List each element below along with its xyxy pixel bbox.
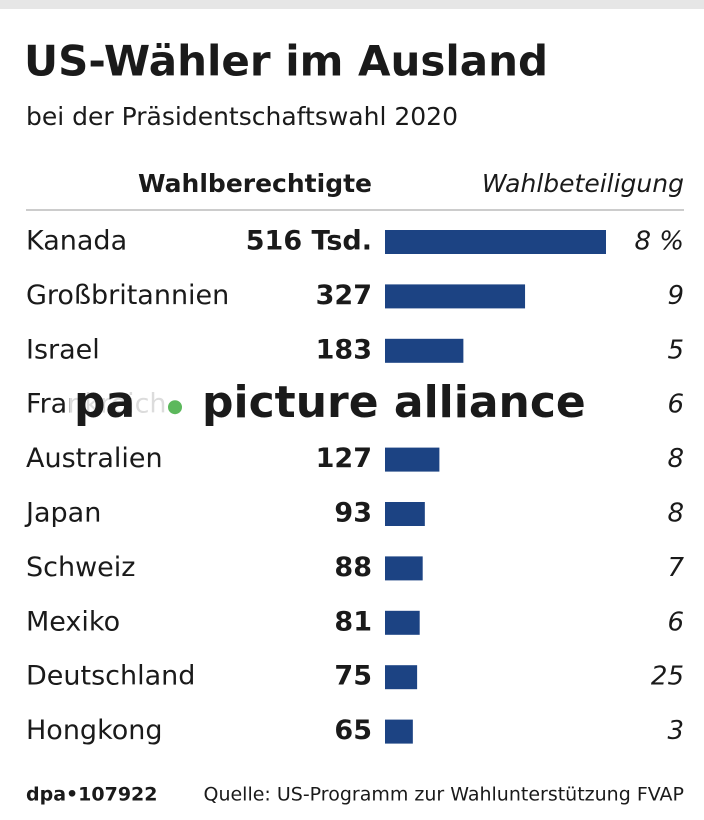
- value-label: 75: [334, 661, 372, 692]
- turnout-label: 6: [667, 390, 684, 420]
- watermark-bg: [70, 381, 630, 432]
- category-label: Mexiko: [26, 606, 120, 637]
- bar: [385, 338, 464, 363]
- turnout-header: Wahlbeteiligung: [482, 169, 684, 198]
- bar: [385, 447, 440, 472]
- bar: [385, 665, 418, 690]
- bar: [385, 230, 606, 254]
- bar: [385, 284, 526, 309]
- top-strip: [0, 0, 704, 9]
- turnout-label: 8 %: [634, 227, 684, 257]
- category-label: Hongkong: [26, 715, 163, 746]
- bar: [385, 502, 425, 526]
- turnout-label: 7: [667, 553, 684, 583]
- value-label: 327: [316, 280, 372, 311]
- chart-subtitle: bei der Präsidentschaftswahl 2020: [26, 102, 458, 131]
- watermark: picture alliance: [202, 377, 586, 428]
- watermark-dot: [168, 400, 182, 415]
- bar: [385, 556, 423, 581]
- value-label: 516 Tsd.: [246, 226, 372, 257]
- category-label: Großbritannien: [26, 280, 229, 311]
- value-label: 65: [334, 715, 372, 746]
- source: Quelle: US-Programm zur Wahlunterstützun…: [203, 784, 684, 806]
- category-label: Kanada: [26, 226, 127, 257]
- category-label: Australien: [26, 443, 163, 474]
- bar: [385, 719, 413, 744]
- turnout-label: 8: [667, 499, 684, 529]
- value-label: 93: [334, 498, 372, 529]
- value-label: 88: [334, 552, 372, 583]
- source-id: dpa•107922: [26, 784, 158, 806]
- turnout-label: 25: [651, 662, 684, 692]
- value-header: Wahlberechtigte: [138, 169, 372, 198]
- category-label: Schweiz: [26, 552, 135, 583]
- turnout-label: 9: [667, 281, 684, 311]
- value-label: 183: [316, 334, 372, 365]
- watermark: pa: [74, 377, 135, 428]
- bar: [385, 610, 420, 635]
- turnout-label: 3: [667, 716, 684, 746]
- category-label: Deutschland: [26, 661, 195, 692]
- category-label: Japan: [24, 498, 101, 529]
- turnout-label: 8: [667, 444, 684, 474]
- turnout-label: 5: [667, 335, 684, 365]
- value-label: 127: [316, 443, 372, 474]
- value-label: 81: [334, 606, 372, 637]
- turnout-label: 6: [667, 607, 684, 637]
- category-label: Israel: [26, 334, 100, 365]
- chart-title: US-Wähler im Ausland: [24, 37, 548, 86]
